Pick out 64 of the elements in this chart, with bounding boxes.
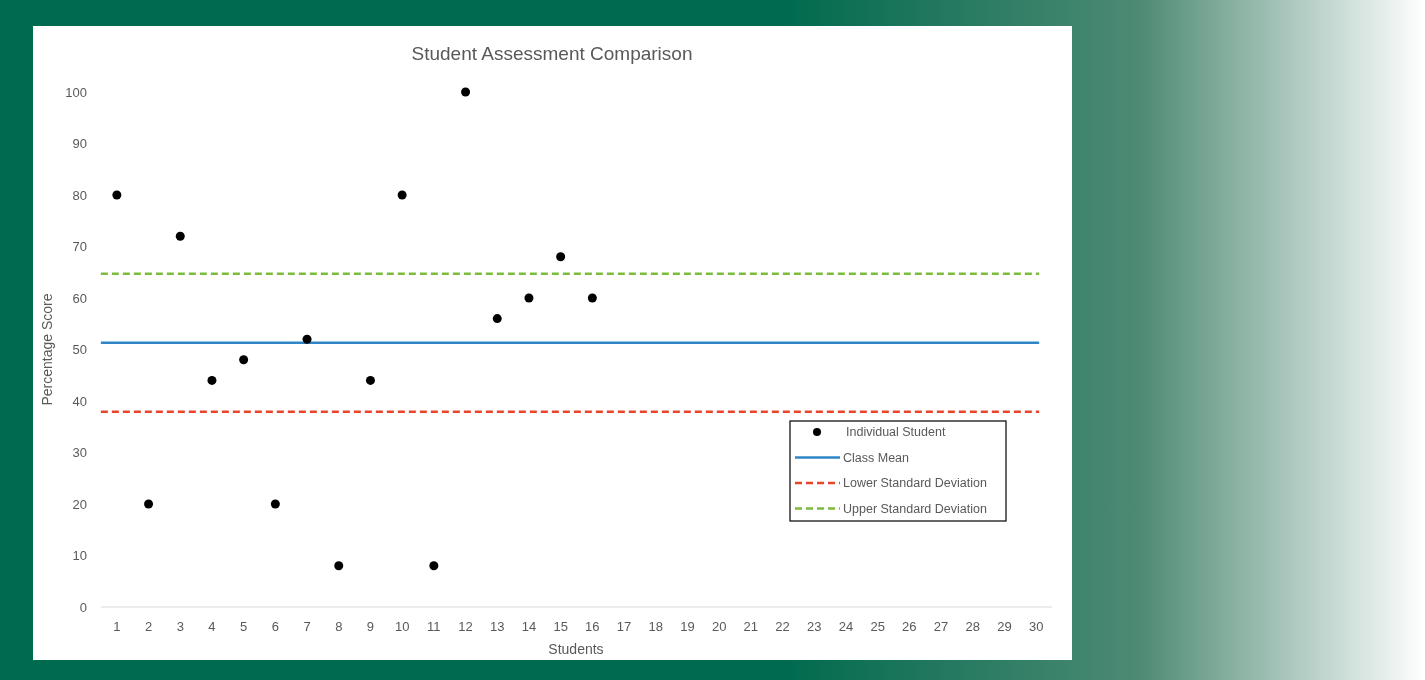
x-tick-label: 8 [335, 619, 343, 634]
point [175, 231, 185, 241]
x-tick-label: 10 [394, 619, 410, 634]
y-axis-title: Percentage Score [39, 293, 55, 406]
point [112, 190, 122, 200]
x-tick-label: 21 [743, 619, 759, 634]
y-tick-label: 40 [72, 393, 87, 409]
x-tick-label: 20 [711, 619, 727, 634]
legend-label: Lower Standard Deviation [843, 476, 987, 491]
legend-label: Class Mean [843, 450, 910, 465]
point [524, 293, 534, 303]
y-tick-label: 0 [79, 599, 87, 615]
point [270, 499, 280, 509]
legend-label: Individual Student [846, 425, 946, 440]
x-tick-label: 2 [144, 619, 153, 634]
x-tick-label: 7 [303, 619, 311, 634]
x-tick-label: 26 [902, 619, 917, 634]
point [302, 334, 312, 344]
x-tick-label: 29 [997, 619, 1012, 634]
x-tick-label: 24 [838, 619, 854, 634]
x-tick-label: 1 [113, 619, 121, 634]
x-tick-label: 19 [680, 619, 695, 634]
x-tick-label: 30 [1028, 619, 1044, 634]
x-tick-label: 5 [240, 619, 248, 634]
y-tick-label: 70 [72, 239, 87, 255]
point [556, 252, 566, 262]
x-tick-label: 27 [933, 619, 949, 634]
point [492, 314, 502, 324]
x-tick-label: 18 [648, 619, 663, 634]
y-tick-label: 90 [72, 136, 87, 152]
x-tick-label: 3 [176, 619, 184, 634]
x-tick-label: 14 [521, 619, 537, 634]
y-tick-label: 60 [72, 290, 87, 306]
legend-label: Upper Standard Deviation [843, 501, 987, 516]
y-tick-label: 30 [72, 445, 87, 461]
x-tick-label: 9 [366, 619, 375, 634]
point [144, 499, 154, 509]
x-tick-label: 23 [807, 619, 822, 634]
x-tick-label: 11 [427, 619, 441, 634]
x-tick-label: 22 [775, 619, 790, 634]
x-tick-label: 13 [490, 619, 505, 634]
x-tick-label: 15 [553, 619, 568, 634]
point [461, 87, 471, 97]
x-tick-label: 4 [208, 619, 216, 634]
point [334, 561, 344, 571]
x-tick-label: 16 [585, 619, 600, 634]
point [365, 375, 375, 385]
point [397, 190, 407, 200]
y-tick-label: 100 [65, 84, 87, 100]
x-tick-label: 25 [870, 619, 885, 634]
point [429, 561, 439, 571]
x-tick-label: 28 [965, 619, 980, 634]
point [587, 293, 597, 303]
x-tick-label: 12 [458, 619, 473, 634]
chart-title: Student Assessment Comparison [411, 43, 693, 64]
x-axis-title: Students [548, 641, 604, 657]
y-tick-label: 20 [72, 496, 87, 512]
y-tick-label: 10 [72, 548, 87, 564]
y-tick-label: 50 [72, 342, 87, 358]
point [239, 355, 249, 365]
x-tick-label: 6 [271, 619, 279, 634]
x-tick-label: 17 [616, 619, 632, 634]
y-tick-label: 80 [72, 187, 87, 203]
point [207, 375, 217, 385]
